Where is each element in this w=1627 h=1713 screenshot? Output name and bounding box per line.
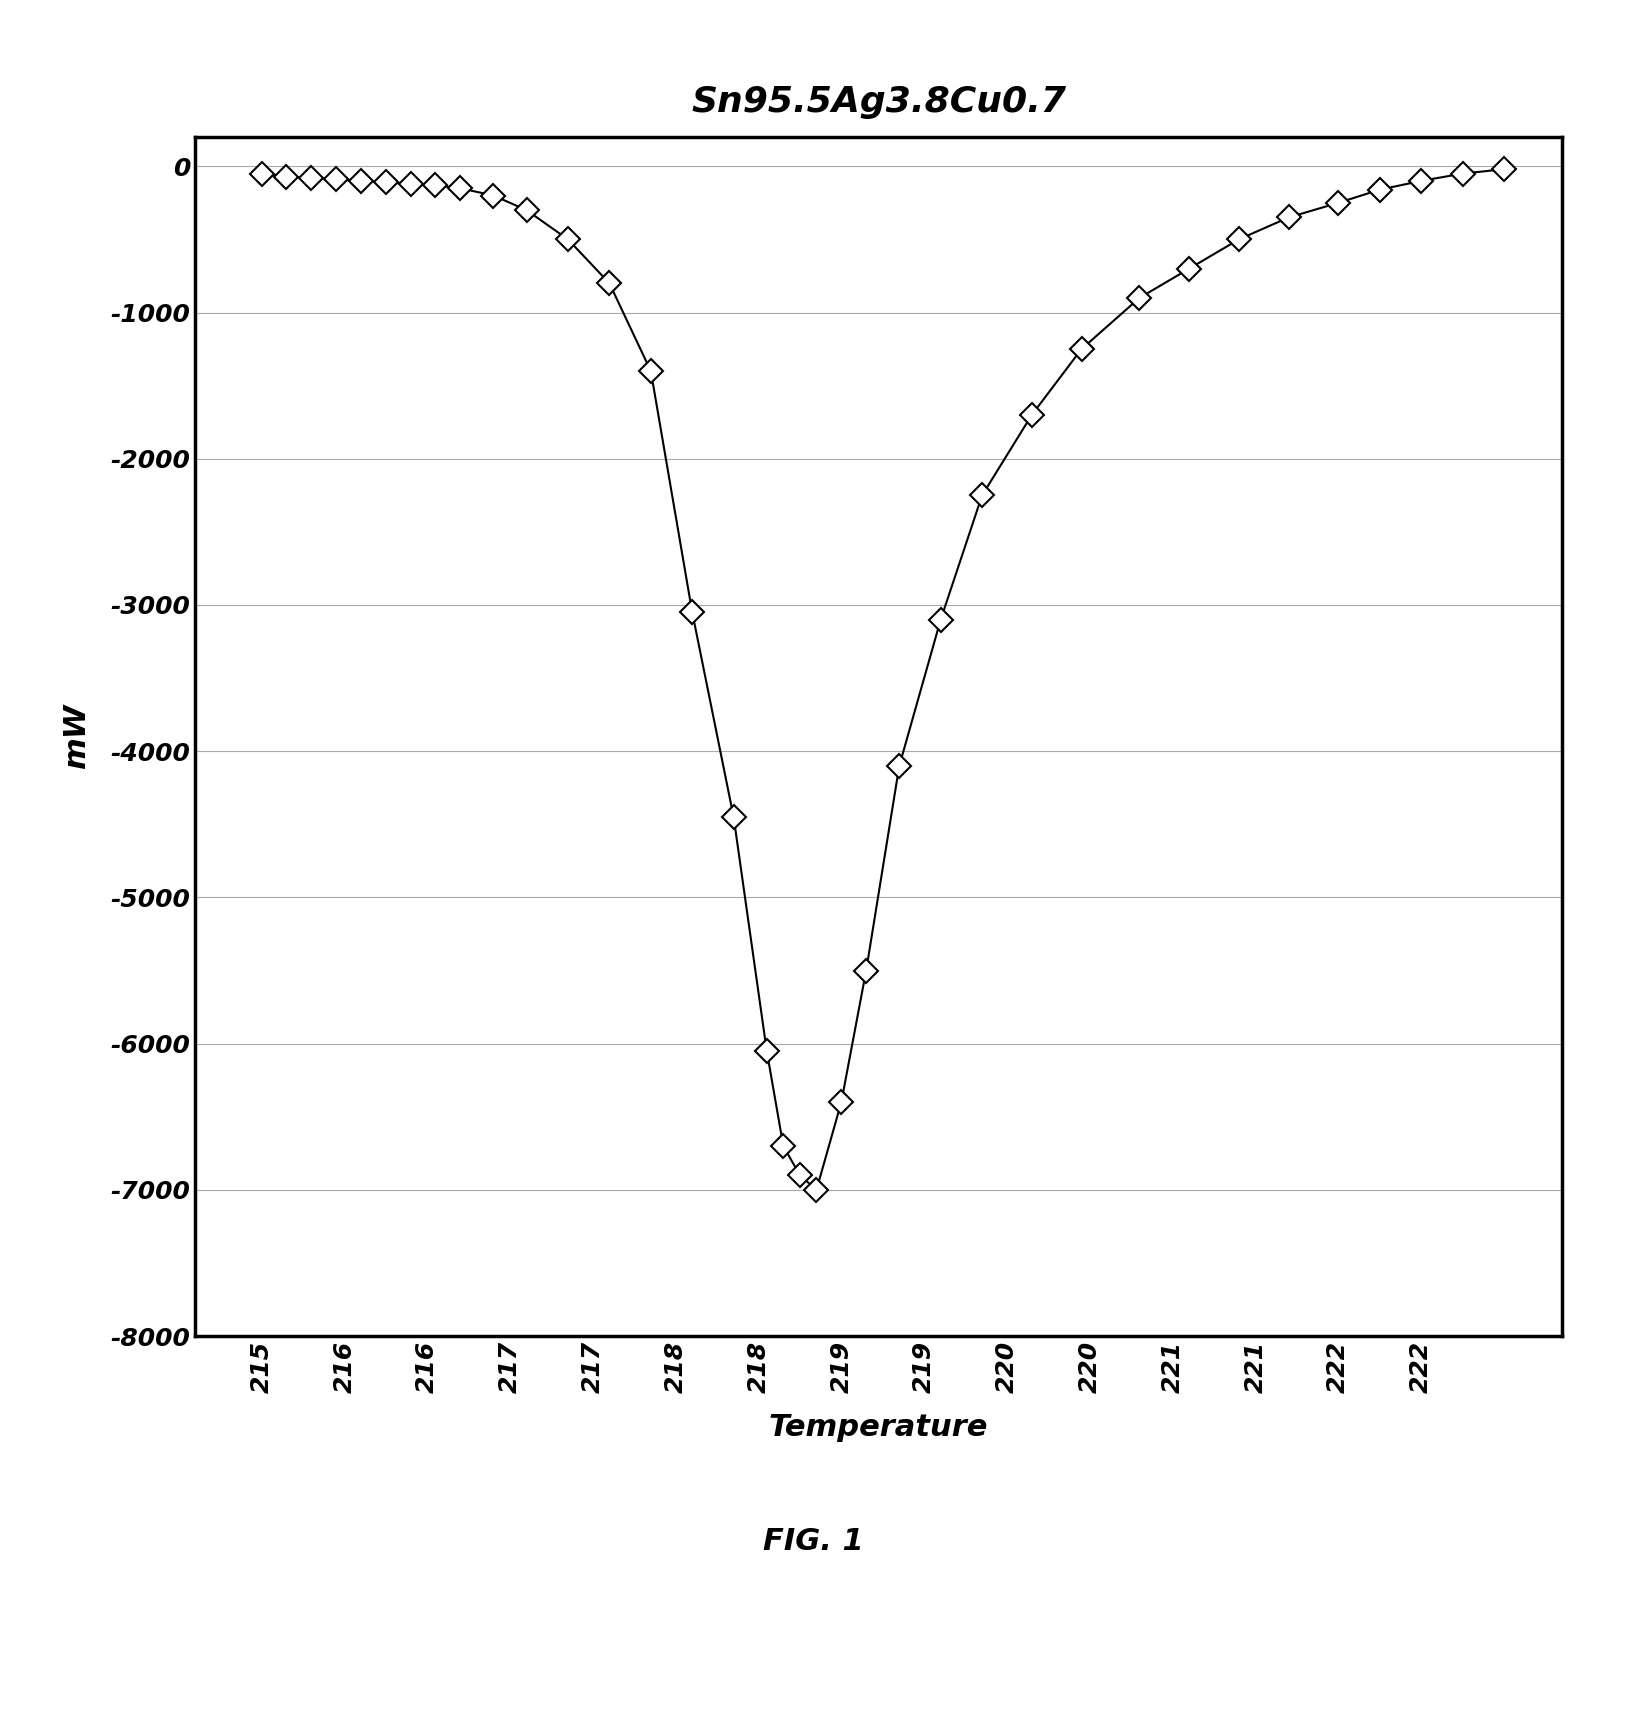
X-axis label: Temperature: Temperature — [770, 1413, 988, 1442]
Text: FIG. 1: FIG. 1 — [763, 1528, 864, 1555]
Y-axis label: mW: mW — [62, 704, 91, 769]
Title: Sn95.5Ag3.8Cu0.7: Sn95.5Ag3.8Cu0.7 — [691, 86, 1066, 118]
